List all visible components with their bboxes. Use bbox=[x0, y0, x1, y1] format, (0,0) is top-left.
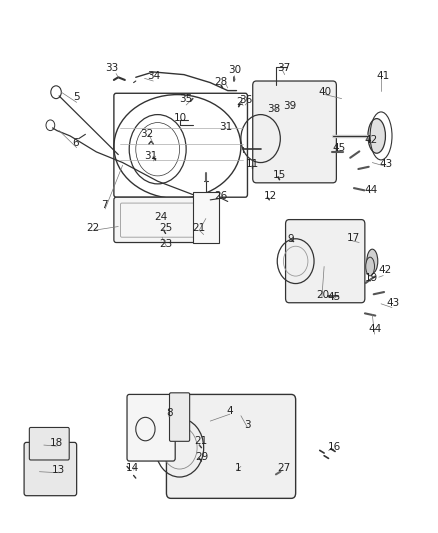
Bar bbox=[193, 192, 219, 243]
Text: 5: 5 bbox=[73, 92, 80, 102]
Text: 7: 7 bbox=[101, 200, 108, 210]
Text: 25: 25 bbox=[159, 223, 172, 233]
Text: 21: 21 bbox=[194, 437, 207, 446]
Text: 9: 9 bbox=[287, 234, 294, 244]
Text: 14: 14 bbox=[126, 463, 139, 473]
Ellipse shape bbox=[367, 249, 378, 273]
Text: 42: 42 bbox=[365, 135, 378, 144]
Text: 16: 16 bbox=[328, 442, 341, 451]
FancyBboxPatch shape bbox=[24, 442, 77, 496]
Text: 40: 40 bbox=[319, 87, 332, 96]
Text: 36: 36 bbox=[240, 95, 253, 105]
FancyBboxPatch shape bbox=[29, 427, 69, 460]
Text: 35: 35 bbox=[180, 94, 193, 103]
Text: 12: 12 bbox=[264, 191, 277, 201]
FancyBboxPatch shape bbox=[127, 394, 175, 461]
Text: 43: 43 bbox=[386, 298, 399, 308]
Text: 29: 29 bbox=[196, 453, 209, 462]
Text: 15: 15 bbox=[272, 170, 286, 180]
Text: 8: 8 bbox=[166, 408, 173, 418]
FancyBboxPatch shape bbox=[114, 197, 215, 243]
Ellipse shape bbox=[366, 257, 374, 276]
Text: 33: 33 bbox=[105, 63, 118, 73]
FancyBboxPatch shape bbox=[170, 393, 190, 441]
Ellipse shape bbox=[368, 119, 385, 154]
Text: 43: 43 bbox=[380, 159, 393, 168]
Text: 22: 22 bbox=[87, 223, 100, 233]
Text: 20: 20 bbox=[316, 290, 329, 300]
Text: 30: 30 bbox=[228, 66, 241, 75]
Text: 45: 45 bbox=[332, 143, 345, 153]
Text: 34: 34 bbox=[147, 71, 160, 80]
Text: 19: 19 bbox=[365, 273, 378, 283]
Text: 27: 27 bbox=[277, 463, 290, 473]
Text: 41: 41 bbox=[377, 71, 390, 80]
Text: 31: 31 bbox=[219, 122, 232, 132]
Text: 21: 21 bbox=[193, 223, 206, 233]
Text: 24: 24 bbox=[155, 213, 168, 222]
Text: 10: 10 bbox=[174, 114, 187, 123]
Text: 17: 17 bbox=[347, 233, 360, 243]
Text: 32: 32 bbox=[140, 130, 153, 139]
Text: 26: 26 bbox=[215, 191, 228, 201]
Text: 23: 23 bbox=[159, 239, 172, 248]
Text: 38: 38 bbox=[267, 104, 280, 114]
FancyBboxPatch shape bbox=[286, 220, 365, 303]
Text: 6: 6 bbox=[72, 138, 79, 148]
Text: 37: 37 bbox=[277, 63, 290, 73]
Text: 11: 11 bbox=[246, 159, 259, 169]
FancyBboxPatch shape bbox=[253, 81, 336, 183]
Text: 44: 44 bbox=[369, 325, 382, 334]
Text: 28: 28 bbox=[215, 77, 228, 86]
Text: 1: 1 bbox=[234, 463, 241, 473]
Text: 31: 31 bbox=[145, 151, 158, 160]
Text: 39: 39 bbox=[283, 101, 297, 110]
Text: 4: 4 bbox=[226, 407, 233, 416]
Text: 3: 3 bbox=[244, 421, 251, 430]
Text: 44: 44 bbox=[365, 185, 378, 195]
Text: 42: 42 bbox=[378, 265, 391, 275]
Text: 18: 18 bbox=[49, 439, 63, 448]
Text: 13: 13 bbox=[52, 465, 65, 475]
Text: 2: 2 bbox=[237, 98, 244, 107]
Text: 45: 45 bbox=[328, 292, 341, 302]
FancyBboxPatch shape bbox=[166, 394, 296, 498]
